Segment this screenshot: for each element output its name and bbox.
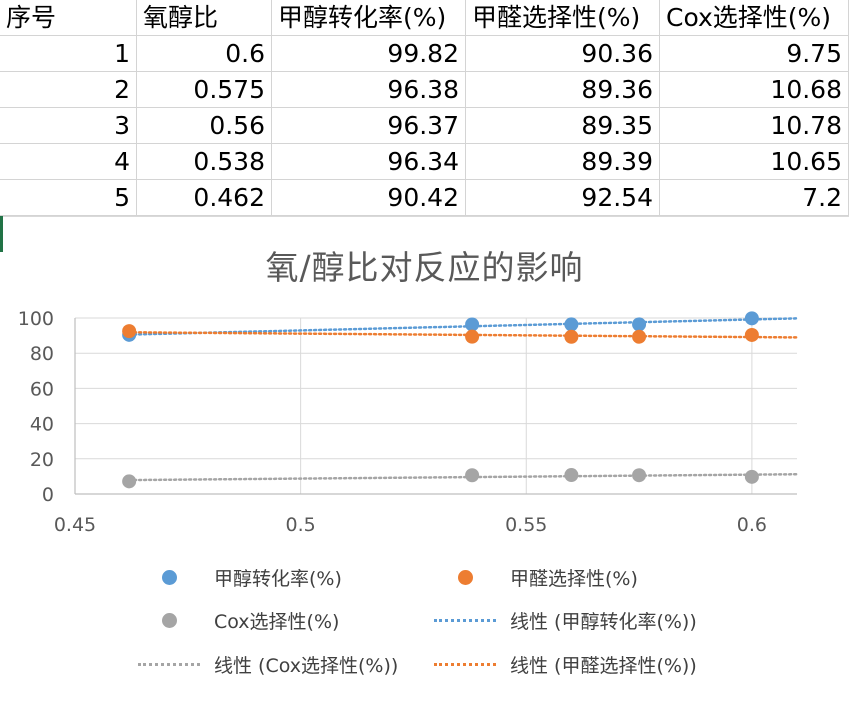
data-point [632,329,647,344]
legend-label: Cox选择性(%) [214,610,340,633]
y-tick-label: 60 [30,378,54,400]
legend-item-trend-methanol-conversion[interactable]: 线性 (甲醇转化率(%)) [434,605,697,635]
legend-label: 线性 (Cox选择性(%)) [214,654,399,677]
table-cell[interactable]: 7.2 [660,180,849,216]
data-point [744,327,759,342]
legend-label: 甲醛选择性(%) [510,567,638,590]
y-tick-label: 100 [18,308,54,330]
chart-plot: 0 20 40 60 80 100 0.45 0.5 0.55 0.6 [18,308,799,536]
circle-marker-icon [457,569,473,585]
header-cell-conversion[interactable]: 甲醇转化率(%) [272,0,466,36]
legend-label: 线性 (甲醛选择性(%)) [510,654,697,677]
legend-marker [434,649,496,679]
x-tick-label: 0.45 [54,514,96,536]
data-point [122,324,137,339]
legend-marker [138,605,200,635]
table-cell[interactable]: 90.42 [272,180,466,216]
dotted-line-icon [138,662,200,666]
legend-item-cox-selectivity[interactable]: Cox选择性(%) [138,605,339,635]
y-tick-label: 80 [30,343,54,365]
table-cell[interactable]: 2 [0,72,137,108]
table-cell[interactable]: 4 [0,144,137,180]
table-cell[interactable]: 96.37 [272,108,466,144]
table-cell[interactable]: 90.36 [466,36,660,72]
circle-marker-icon [161,612,177,628]
data-point [564,317,579,332]
data-point [465,329,480,344]
table-cell[interactable]: 3 [0,108,137,144]
legend-label: 甲醇转化率(%) [214,567,342,590]
header-row: 序号 氧醇比 甲醇转化率(%) 甲醛选择性(%) Cox选择性(%) [0,0,849,36]
active-cell-indicator [0,216,3,252]
trendline [127,317,799,336]
legend-item-formaldehyde-selectivity[interactable]: 甲醛选择性(%) [434,562,638,592]
table-row: 4 0.538 96.34 89.39 10.65 [0,144,849,180]
table-cell[interactable]: 89.35 [466,108,660,144]
y-tick-label: 20 [30,449,54,471]
data-point [744,469,759,484]
header-cell-hcho-selectivity[interactable]: 甲醛选择性(%) [466,0,660,36]
table-cell[interactable]: 0.462 [137,180,272,216]
trendline [127,472,799,482]
table-row: 2 0.575 96.38 89.36 10.68 [0,72,849,108]
table-cell[interactable]: 9.75 [660,36,849,72]
header-cell-cox-selectivity[interactable]: Cox选择性(%) [660,0,849,36]
table-cell[interactable]: 10.68 [660,72,849,108]
legend-marker [138,649,200,679]
dotted-line-icon [434,662,496,666]
data-point [744,311,759,326]
x-tick-label: 0.55 [505,514,547,536]
spreadsheet-table: 序号 氧醇比 甲醇转化率(%) 甲醛选择性(%) Cox选择性(%) 1 0.6… [0,0,849,216]
data-point [564,468,579,483]
table-cell[interactable]: 96.34 [272,144,466,180]
header-cell-index[interactable]: 序号 [0,0,137,36]
table-cell[interactable]: 96.38 [272,72,466,108]
header-cell-ratio[interactable]: 氧醇比 [137,0,272,36]
dotted-line-icon [434,618,496,622]
legend-item-methanol-conversion[interactable]: 甲醇转化率(%) [138,562,342,592]
table-cell[interactable]: 92.54 [466,180,660,216]
x-tick-label: 0.6 [737,514,767,536]
table-cell[interactable]: 0.6 [137,36,272,72]
y-tick-label: 0 [42,484,54,506]
legend-marker [434,562,496,592]
table-cell[interactable]: 89.39 [466,144,660,180]
chart-container[interactable]: 0 20 40 60 80 100 0.45 0.5 0.55 0.6 氧/醇比对反应的影响 甲醇… [0,216,849,702]
chart-title: 氧/醇比对反应的影响 [265,248,584,287]
table-row: 5 0.462 90.42 92.54 7.2 [0,180,849,216]
circle-marker-icon [161,569,177,585]
table-cell[interactable]: 0.56 [137,108,272,144]
data-point [632,317,647,332]
table-row: 1 0.6 99.82 90.36 9.75 [0,36,849,72]
table-cell[interactable]: 5 [0,180,137,216]
table-cell[interactable]: 89.36 [466,72,660,108]
legend-label: 线性 (甲醇转化率(%)) [510,610,697,633]
legend-marker [138,562,200,592]
legend-item-trend-cox-selectivity[interactable]: 线性 (Cox选择性(%)) [138,649,398,679]
table-cell[interactable]: 99.82 [272,36,466,72]
legend-item-trend-formaldehyde-selectivity[interactable]: 线性 (甲醛选择性(%)) [434,649,697,679]
table-cell[interactable]: 0.575 [137,72,272,108]
table-cell[interactable]: 10.78 [660,108,849,144]
y-tick-label: 40 [30,414,54,436]
data-point [122,474,137,489]
table-cell[interactable]: 10.65 [660,144,849,180]
data-point [465,468,480,483]
data-point [564,329,579,344]
data-point [465,317,480,332]
table-row: 3 0.56 96.37 89.35 10.78 [0,108,849,144]
table-cell[interactable]: 0.538 [137,144,272,180]
x-tick-label: 0.5 [286,514,316,536]
data-point [632,468,647,483]
table-cell[interactable]: 1 [0,36,137,72]
trendline [127,331,799,339]
legend-marker [434,605,496,635]
